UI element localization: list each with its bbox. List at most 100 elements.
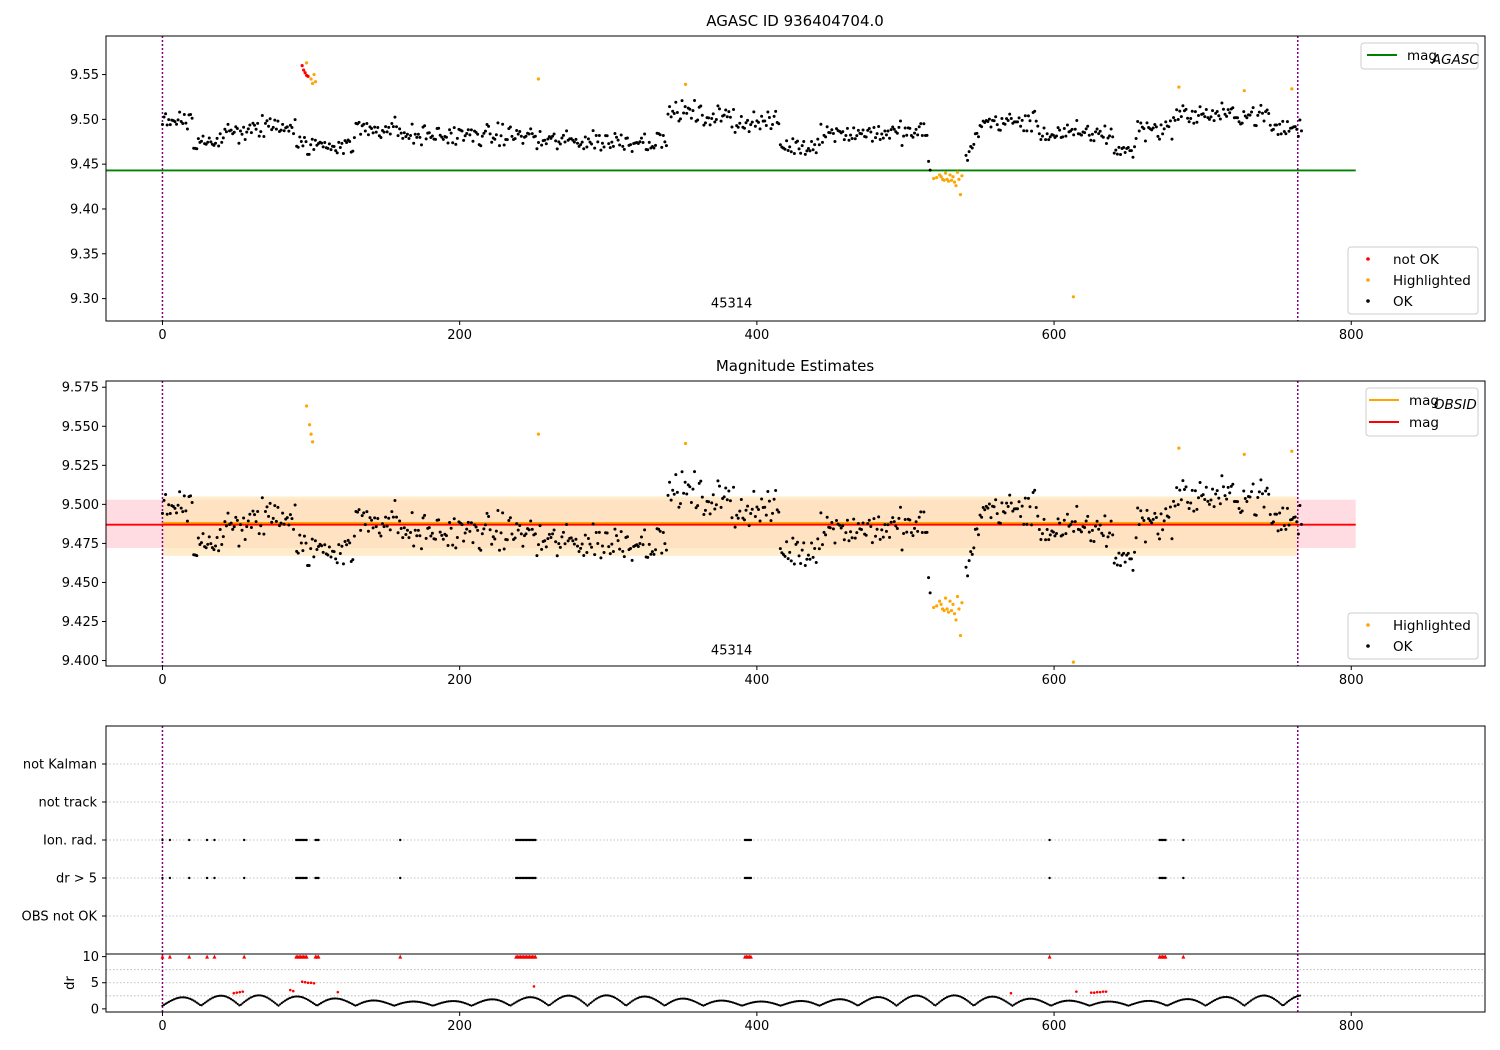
ok-point	[490, 542, 494, 546]
ok-point	[271, 125, 275, 129]
legend-label: OK	[1393, 639, 1414, 655]
ok-point	[357, 508, 361, 512]
dr-point	[1063, 999, 1066, 1003]
ok-point	[1006, 119, 1010, 123]
dr-high-point	[241, 990, 245, 993]
ok-point	[1201, 493, 1205, 497]
dr-point	[1016, 1001, 1019, 1004]
ok-point	[557, 542, 561, 546]
ok-point	[371, 131, 375, 135]
ok-point	[214, 544, 218, 548]
ok-point	[164, 112, 168, 116]
highlighted-point	[309, 432, 313, 436]
y-tick-label: 9.575	[62, 381, 99, 396]
ok-point	[799, 151, 803, 155]
dr-point	[1006, 1001, 1009, 1004]
dr-point	[1271, 996, 1274, 999]
dr-point	[313, 1002, 316, 1006]
ok-point	[1017, 500, 1021, 504]
dr-point	[409, 1000, 413, 1003]
dr-point	[798, 999, 802, 1003]
ok-point	[892, 520, 896, 524]
dr-point	[762, 1000, 766, 1003]
ok-point	[1097, 132, 1101, 136]
ok-point	[1298, 503, 1302, 507]
ok-point	[1083, 526, 1087, 530]
ok-point	[469, 521, 473, 525]
ok-point	[466, 520, 470, 524]
ok-point	[1184, 485, 1188, 489]
ok-point	[579, 546, 583, 550]
highlighted-point	[949, 178, 954, 182]
dr-point	[265, 996, 269, 999]
ok-point	[1179, 498, 1183, 502]
ok-point	[870, 139, 874, 143]
ok-point	[312, 555, 316, 559]
ok-point	[1296, 134, 1300, 138]
ok-point	[585, 145, 589, 149]
dr-point	[269, 998, 272, 1001]
ok-point	[549, 136, 553, 140]
ok-point	[638, 140, 642, 144]
ok-point	[452, 126, 456, 130]
ok-point	[540, 143, 544, 147]
ok-point	[296, 145, 300, 149]
ok-point	[805, 557, 809, 561]
dr-point	[592, 999, 596, 1002]
dr-point	[1111, 1000, 1114, 1003]
ok-point	[677, 505, 681, 509]
ok-point	[1112, 151, 1116, 155]
ok-point	[341, 151, 345, 155]
highlighted-point	[939, 602, 943, 606]
ok-point	[716, 104, 720, 108]
ok-point	[919, 122, 923, 126]
x-tick-label: 200	[447, 1019, 472, 1034]
ok-point	[1262, 119, 1266, 123]
ok-point	[379, 534, 383, 538]
ok-point	[1039, 537, 1043, 541]
ok-point	[660, 145, 664, 149]
ok-point	[1131, 155, 1135, 159]
dr-axis-label: dr	[63, 976, 78, 990]
dr-point	[1248, 1000, 1251, 1003]
dr-point	[1277, 1001, 1280, 1004]
ok-point	[615, 135, 619, 139]
dr-point	[179, 996, 182, 999]
ok-point	[1161, 528, 1165, 532]
ok-point	[1017, 116, 1021, 120]
dr-capped-marker	[1163, 954, 1168, 959]
ok-point	[1153, 123, 1157, 127]
dr-point	[936, 1002, 939, 1006]
ok-point	[1218, 117, 1222, 121]
dr-high-point	[1009, 991, 1013, 995]
y-tick-label: 9.400	[62, 654, 99, 669]
ok-point	[1020, 118, 1024, 122]
dr-point	[177, 996, 180, 999]
ok-point	[337, 543, 341, 547]
ok-point	[989, 516, 993, 520]
ok-point	[337, 140, 341, 144]
ok-point	[1176, 503, 1180, 507]
ok-point	[1248, 495, 1252, 499]
ok-point	[892, 127, 896, 131]
ok-point	[672, 112, 676, 116]
ok-point	[469, 128, 473, 132]
ok-point	[1061, 533, 1065, 537]
ok-point	[1254, 124, 1258, 128]
ok-point	[480, 532, 484, 536]
dr-point	[1187, 998, 1191, 1001]
ok-point	[510, 134, 514, 138]
dr-point	[1181, 998, 1184, 1001]
dr-point	[411, 1000, 414, 1003]
ok-point	[346, 538, 350, 542]
ok-point	[220, 543, 224, 547]
ok-point	[869, 130, 873, 134]
ok-point	[688, 107, 692, 111]
ok-point	[356, 510, 360, 514]
dr-point	[1050, 1004, 1053, 1007]
not-ok-point	[300, 63, 304, 68]
dr-point	[901, 999, 905, 1002]
ok-point	[357, 120, 361, 124]
dr-point	[1282, 1003, 1285, 1007]
x-tick-label: 600	[1042, 1019, 1067, 1034]
